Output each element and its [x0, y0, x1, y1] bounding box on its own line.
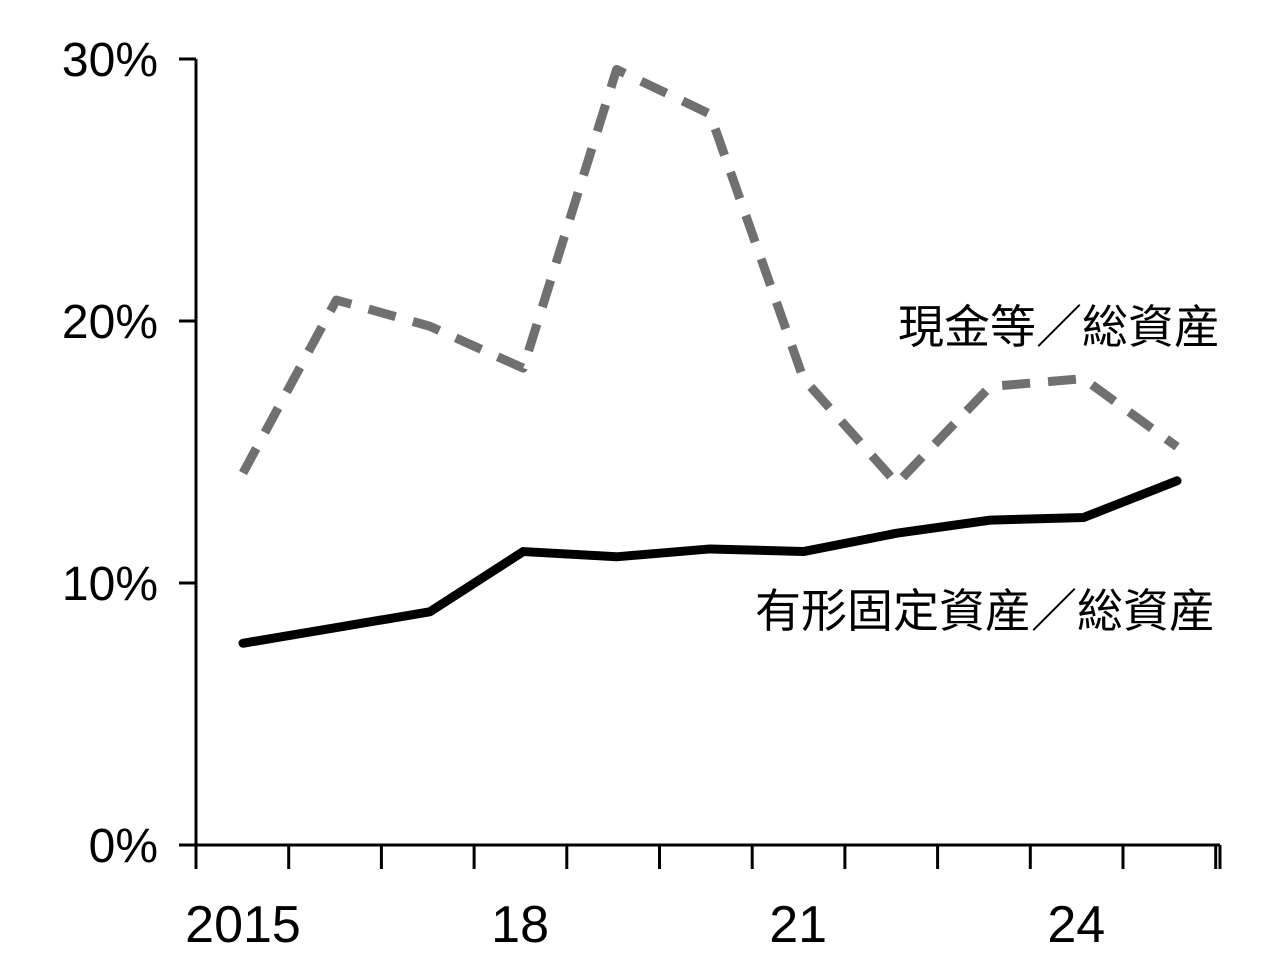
series-line-cash: [239, 64, 1180, 488]
x-tick-label: 21: [769, 896, 827, 954]
y-axis-ticks: 0% 10% 20% 30%: [62, 34, 196, 873]
x-tick-label: 24: [1047, 896, 1105, 954]
y-tick-label: 20%: [62, 296, 158, 349]
y-tick-label: 0%: [89, 820, 158, 873]
series-label-cash: 現金等／総資産: [898, 300, 1220, 354]
x-axis-ticks: 2015 18 21 24: [185, 845, 1222, 954]
axes: [194, 59, 1220, 847]
series-label-fixed-assets: 有形固定資産／総資産: [755, 584, 1215, 638]
series-layer: [238, 64, 1182, 648]
series-line-fixed-assets: [238, 476, 1182, 648]
x-tick-label: 18: [491, 896, 549, 954]
x-tick-label: 2015: [185, 896, 301, 954]
y-tick-label: 30%: [62, 34, 158, 87]
y-tick-label: 10%: [62, 558, 158, 611]
